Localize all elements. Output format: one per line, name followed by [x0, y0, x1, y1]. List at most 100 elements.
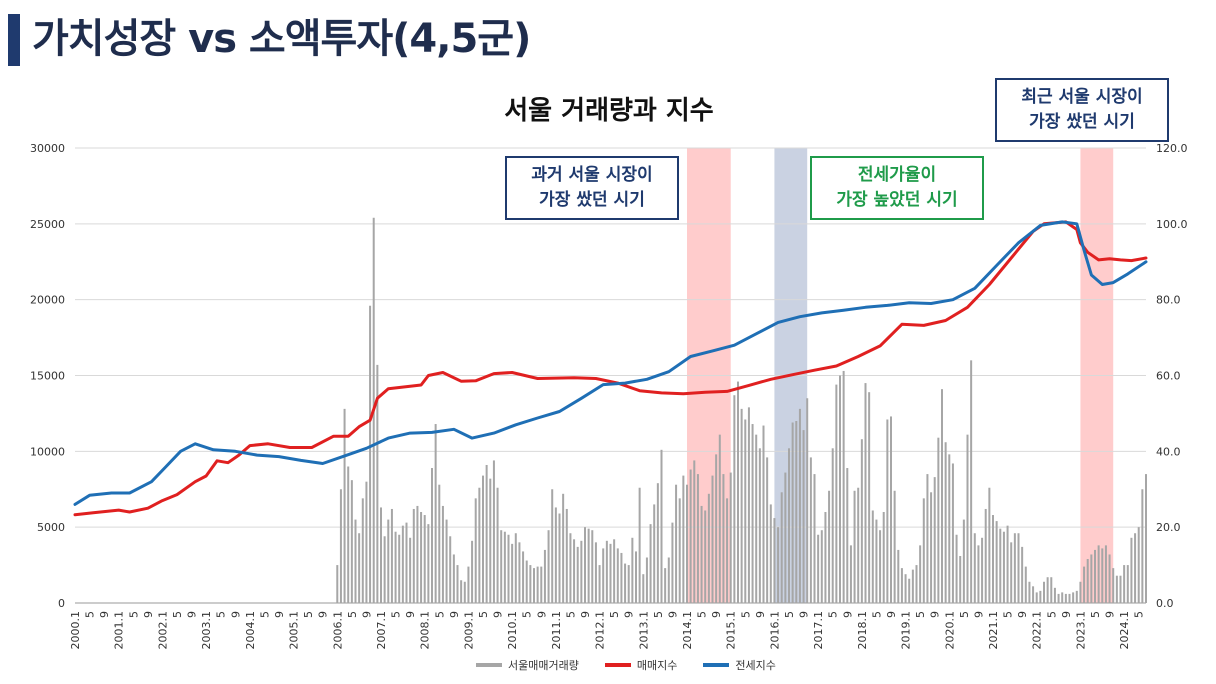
x-tick-label: 5 [1002, 611, 1015, 618]
volume-bar [751, 424, 754, 603]
volume-bar [587, 528, 590, 603]
volume-bar [358, 533, 361, 603]
volume-bar [908, 578, 911, 603]
volume-bar [1101, 548, 1104, 603]
volume-bar [379, 507, 383, 603]
volume-bar [766, 457, 769, 603]
x-tick-label: 9 [579, 611, 592, 618]
volume-bar [369, 305, 372, 603]
volume-bar [1006, 525, 1009, 603]
volume-bar [664, 568, 667, 603]
volume-bar [489, 478, 492, 603]
volume-bar [394, 531, 397, 603]
x-tick-label: 9 [1060, 611, 1073, 618]
volume-bar [1104, 545, 1107, 603]
volume-bar [893, 490, 896, 603]
volume-bar [675, 484, 678, 603]
volume-bar [409, 537, 412, 603]
volume-bar [427, 524, 430, 603]
volume-bar [1021, 546, 1024, 603]
volume-bar [602, 548, 605, 603]
x-tick-label: 5 [696, 611, 709, 618]
x-tick-label: 9 [710, 611, 723, 618]
x-tick-label: 5 [390, 611, 403, 618]
legend-swatch-jeonse [703, 663, 730, 667]
x-tick-label: 9 [98, 611, 111, 618]
volume-bar [525, 560, 528, 603]
volume-bar [438, 484, 441, 603]
volume-bar [787, 448, 791, 603]
x-tick-label: 9 [186, 611, 199, 618]
volume-bar [1017, 533, 1020, 603]
volume-bar [507, 534, 510, 603]
x-tick-label: 2002.1 [156, 611, 169, 650]
volume-bar [1046, 577, 1049, 603]
volume-bar [1042, 581, 1046, 603]
volume-bar [977, 545, 980, 603]
volume-bar [339, 489, 342, 603]
legend-item-jeonse: 전세지수 [703, 657, 776, 673]
x-tick-label: 5 [302, 611, 315, 618]
volume-bar [1134, 533, 1137, 603]
volume-bar [423, 515, 426, 603]
x-tick-label: 9 [972, 611, 985, 618]
volume-bar [707, 493, 710, 603]
volume-bar [966, 434, 969, 603]
volume-bar [762, 425, 765, 603]
x-tick-label: 5 [215, 611, 228, 618]
volume-bar [813, 474, 816, 603]
volume-bar [616, 548, 619, 603]
volume-bar [383, 536, 386, 603]
volume-bar [565, 508, 568, 603]
volume-bar [609, 543, 612, 603]
x-tick-label: 9 [535, 611, 548, 618]
volume-bar [532, 568, 536, 603]
volume-bar [452, 554, 455, 603]
x-tick-label: 9 [885, 611, 898, 618]
volume-bar [828, 490, 831, 603]
volume-bar [919, 545, 922, 603]
volume-bar [871, 510, 874, 603]
volume-bar [518, 542, 521, 603]
volume-bar [1039, 590, 1042, 603]
volume-bar [667, 557, 670, 603]
volume-bar [962, 519, 965, 603]
x-tick-label: 9 [1104, 611, 1117, 618]
volume-bar [1024, 566, 1027, 603]
volume-bar [835, 384, 838, 603]
volume-bar [820, 530, 823, 603]
x-tick-label: 2005.1 [288, 611, 301, 650]
y-right-tick-label: 40.0 [1156, 445, 1181, 458]
x-tick-label: 5 [958, 611, 971, 618]
volume-bar [420, 512, 423, 603]
volume-bar [620, 552, 623, 603]
volume-bar [416, 505, 419, 603]
y-left-tick-label: 30000 [30, 142, 65, 155]
y-left-tick-label: 15000 [30, 370, 65, 383]
volume-bar [780, 492, 783, 603]
x-tick-label: 5 [171, 611, 184, 618]
legend-item-sale: 매매지수 [604, 657, 677, 673]
volume-bar [802, 430, 805, 603]
volume-bar [1137, 527, 1140, 603]
volume-bar [481, 475, 485, 603]
volume-bar [959, 555, 962, 603]
y-left-tick-label: 0 [58, 597, 65, 610]
x-tick-label: 2019.1 [900, 611, 913, 650]
volume-bar [722, 474, 725, 603]
volume-bar [831, 448, 834, 603]
volume-bar [1010, 542, 1013, 603]
volume-bar [915, 565, 918, 603]
volume-bar [343, 408, 346, 603]
x-tick-label: 2022.1 [1031, 611, 1044, 650]
volume-bar [540, 566, 543, 603]
volume-bar [882, 512, 885, 603]
volume-bar [627, 565, 630, 603]
y-left-tick-label: 10000 [30, 445, 65, 458]
volume-bar [682, 475, 685, 603]
x-tick-label: 5 [1089, 611, 1102, 618]
x-tick-label: 9 [841, 611, 854, 618]
volume-bar [1130, 537, 1133, 603]
volume-bar [401, 525, 404, 603]
volume-bar [412, 508, 415, 603]
